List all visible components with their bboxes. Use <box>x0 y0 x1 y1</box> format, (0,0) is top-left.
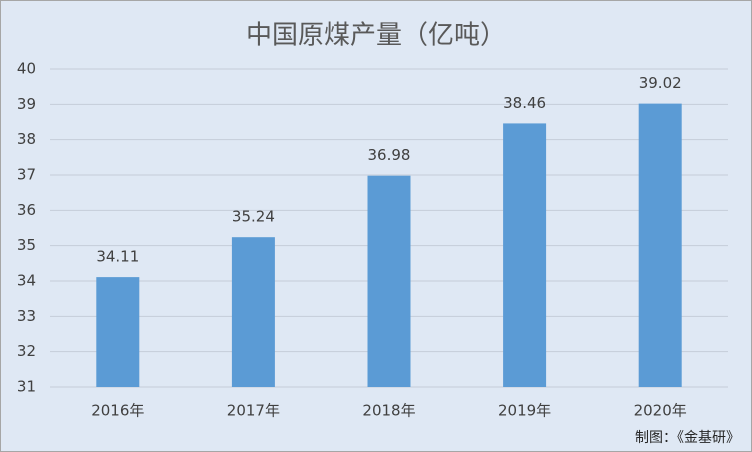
y-tick-label: 39 <box>17 95 36 113</box>
data-label: 39.02 <box>639 74 682 92</box>
y-tick-label: 40 <box>17 60 36 78</box>
bar <box>367 175 411 387</box>
chart-title: 中国原煤产量（亿吨） <box>246 21 506 51</box>
x-tick-label: 2018年 <box>362 402 415 420</box>
data-label: 36.98 <box>368 146 411 164</box>
bar <box>638 103 682 388</box>
y-tick-label: 36 <box>17 201 36 219</box>
x-tick-label: 2020年 <box>634 402 687 420</box>
y-tick-label: 35 <box>17 236 36 254</box>
data-label: 35.24 <box>232 208 275 226</box>
x-tick-label: 2017年 <box>227 402 280 420</box>
y-tick-label: 34 <box>17 272 36 290</box>
y-tick-label: 31 <box>17 378 36 396</box>
bar <box>503 123 547 387</box>
source-note: 制图：《金基研》 <box>635 429 740 446</box>
x-tick-label: 2019年 <box>498 402 551 420</box>
bar <box>96 277 140 387</box>
data-label: 38.46 <box>503 94 546 112</box>
data-label: 34.11 <box>96 248 139 266</box>
y-tick-label: 37 <box>17 166 36 184</box>
x-tick-label: 2016年 <box>91 402 144 420</box>
y-tick-label: 32 <box>17 342 36 360</box>
y-tick-label: 38 <box>17 130 36 148</box>
y-tick-label: 33 <box>17 307 36 325</box>
bar <box>231 237 275 387</box>
